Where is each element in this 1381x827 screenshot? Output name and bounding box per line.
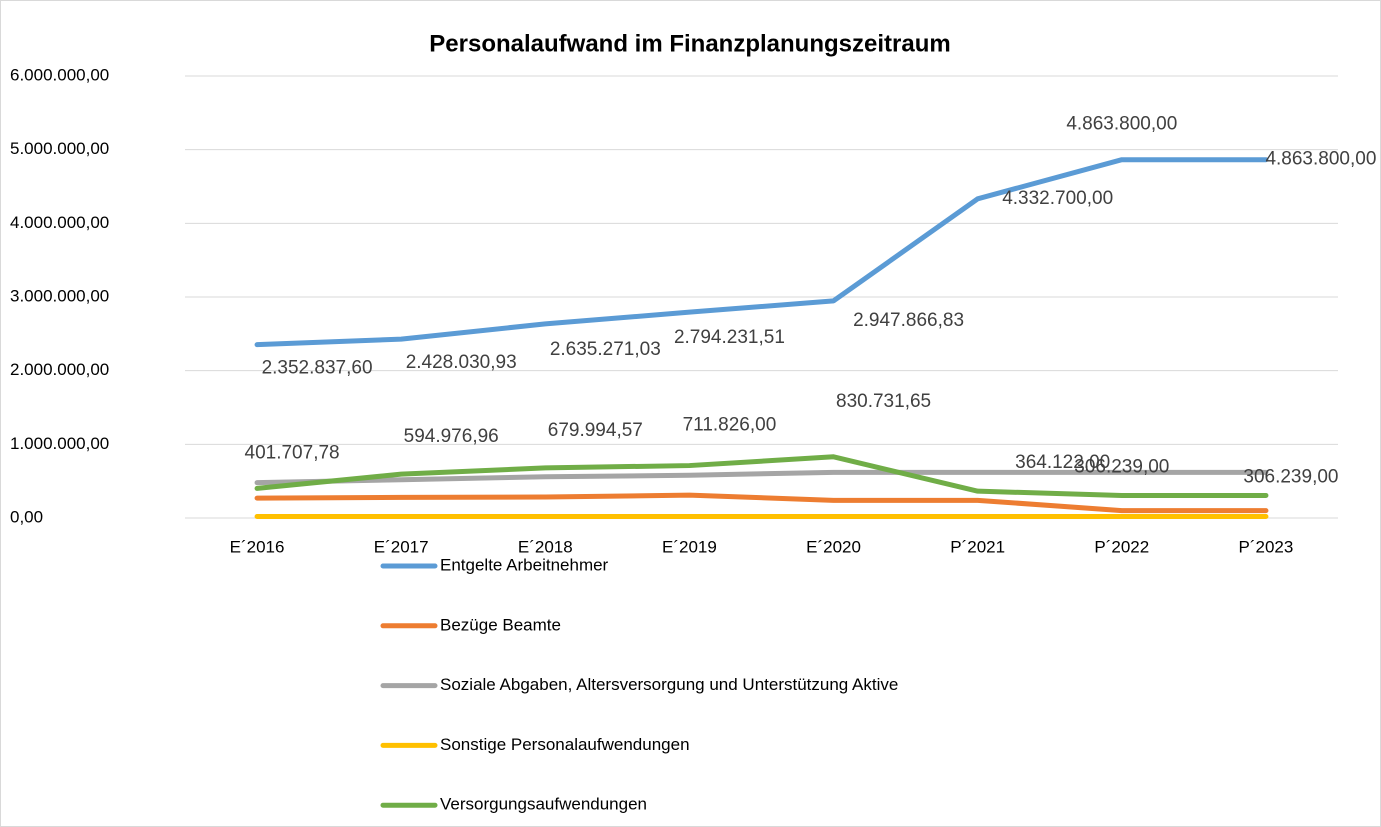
data-label: 2.794.231,51: [674, 327, 785, 348]
data-label: 306.239,00: [1243, 466, 1338, 487]
x-tick-label: E´2017: [374, 537, 429, 556]
y-tick-label: 2.000.000,00: [10, 360, 109, 379]
data-label: 4.863.800,00: [1066, 114, 1177, 135]
x-tick-label: P´2021: [950, 537, 1005, 556]
x-tick-label: E´2018: [518, 537, 573, 556]
data-label: 2.428.030,93: [406, 352, 517, 373]
data-label: 401.707,78: [245, 442, 340, 463]
series-line: [254, 454, 1269, 498]
x-tick-label: P´2022: [1094, 537, 1149, 556]
x-tick-label: E´2020: [806, 537, 861, 556]
data-label: 2.947.866,83: [853, 310, 964, 331]
series-line: [254, 492, 1269, 514]
y-tick-label: 3.000.000,00: [10, 286, 109, 305]
data-label: 830.731,65: [836, 391, 931, 412]
y-tick-label: 6.000.000,00: [10, 65, 109, 84]
chart-title: Personalaufwand im Finanzplanungszeitrau…: [429, 30, 950, 57]
legend-label: Soziale Abgaben, Altersversorgung und Un…: [440, 675, 898, 694]
data-label: 2.635.271,03: [550, 339, 661, 360]
x-tick-label: E´2019: [662, 537, 717, 556]
y-tick-label: 0,00: [10, 507, 43, 526]
data-label: 594.976,96: [404, 426, 499, 447]
y-tick-label: 5.000.000,00: [10, 139, 109, 158]
series-line: [254, 157, 1269, 348]
series-line: [254, 469, 1269, 486]
data-label: 364.122,00: [1015, 452, 1110, 473]
x-tick-label: P´2023: [1239, 537, 1294, 556]
legend-label: Entgelte Arbeitnehmer: [440, 555, 609, 574]
data-label: 4.332.700,00: [1002, 188, 1113, 209]
data-label: 306.239,00: [1074, 456, 1169, 477]
legend-label: Sonstige Personalaufwendungen: [440, 735, 690, 754]
legend-label: Versorgungsaufwendungen: [440, 795, 647, 814]
legend-label: Bezüge Beamte: [440, 615, 561, 634]
y-tick-label: 4.000.000,00: [10, 213, 109, 232]
data-label: 4.863.800,00: [1265, 149, 1376, 170]
x-tick-label: E´2016: [230, 537, 285, 556]
data-label: 711.826,00: [683, 415, 777, 436]
data-label: 679.994,57: [548, 420, 643, 441]
y-tick-label: 1.000.000,00: [10, 434, 109, 453]
data-label: 2.352.837,60: [262, 358, 373, 379]
